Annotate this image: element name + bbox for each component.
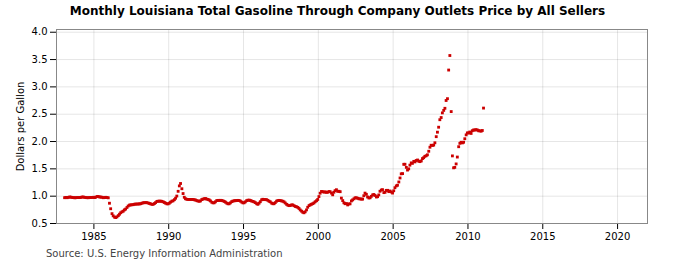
- svg-text:1.0: 1.0: [32, 190, 48, 201]
- svg-text:1.5: 1.5: [32, 163, 48, 174]
- svg-text:0.5: 0.5: [32, 218, 48, 229]
- svg-text:2015: 2015: [530, 231, 555, 242]
- html-text:Monthly Louisiana Total Gasoli: Monthly Louisiana Total Gasoline Through…: [69, 4, 606, 18]
- svg-text:4.0: 4.0: [32, 26, 48, 37]
- svg-text:2010: 2010: [455, 231, 480, 242]
- svg-text:1985: 1985: [81, 231, 106, 242]
- svg-text:2005: 2005: [380, 231, 405, 242]
- svg-text:3.5: 3.5: [32, 54, 48, 65]
- svg-text:2000: 2000: [306, 231, 331, 242]
- svg-text:3.0: 3.0: [32, 81, 48, 92]
- svg-text:2020: 2020: [605, 231, 630, 242]
- svg-text:2.5: 2.5: [32, 108, 48, 119]
- svg-text:1990: 1990: [156, 231, 181, 242]
- html-text:Source: U.S. Energy Informatio: Source: U.S. Energy Information Administ…: [46, 248, 283, 259]
- svg-text:Dollars per Gallon: Dollars per Gallon: [15, 82, 26, 172]
- svg-text:2.0: 2.0: [32, 136, 48, 147]
- svg-text:1995: 1995: [231, 231, 256, 242]
